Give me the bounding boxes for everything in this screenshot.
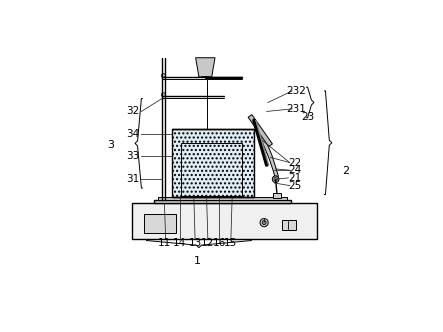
Text: 14: 14 — [173, 238, 187, 248]
Text: 13: 13 — [188, 238, 202, 248]
Text: 33: 33 — [126, 151, 139, 161]
Polygon shape — [158, 197, 287, 200]
Circle shape — [161, 93, 165, 97]
Text: 21: 21 — [288, 173, 301, 183]
Text: 12: 12 — [201, 238, 214, 248]
Text: 3: 3 — [107, 140, 114, 150]
Circle shape — [161, 74, 165, 78]
Text: 2: 2 — [342, 166, 350, 177]
Text: 24: 24 — [288, 165, 301, 175]
Text: 232: 232 — [286, 86, 306, 96]
Polygon shape — [132, 204, 316, 239]
Text: 15: 15 — [224, 238, 237, 248]
Text: 16: 16 — [213, 238, 226, 248]
Polygon shape — [154, 200, 291, 204]
Circle shape — [272, 176, 279, 183]
Text: 34: 34 — [126, 129, 139, 139]
Polygon shape — [259, 129, 278, 179]
Polygon shape — [282, 220, 296, 230]
Text: 11: 11 — [158, 238, 171, 248]
Polygon shape — [273, 193, 281, 198]
Text: 23: 23 — [301, 112, 314, 122]
Text: 1: 1 — [194, 256, 201, 266]
Text: 25: 25 — [288, 181, 301, 191]
Circle shape — [262, 220, 266, 225]
Polygon shape — [248, 115, 272, 146]
Circle shape — [260, 218, 268, 227]
Polygon shape — [144, 214, 176, 233]
Circle shape — [274, 178, 277, 181]
Text: 231: 231 — [286, 104, 306, 114]
Polygon shape — [172, 129, 254, 197]
Text: 31: 31 — [126, 174, 139, 184]
Polygon shape — [196, 58, 215, 77]
Text: 32: 32 — [126, 107, 139, 117]
Text: 22: 22 — [288, 158, 301, 168]
